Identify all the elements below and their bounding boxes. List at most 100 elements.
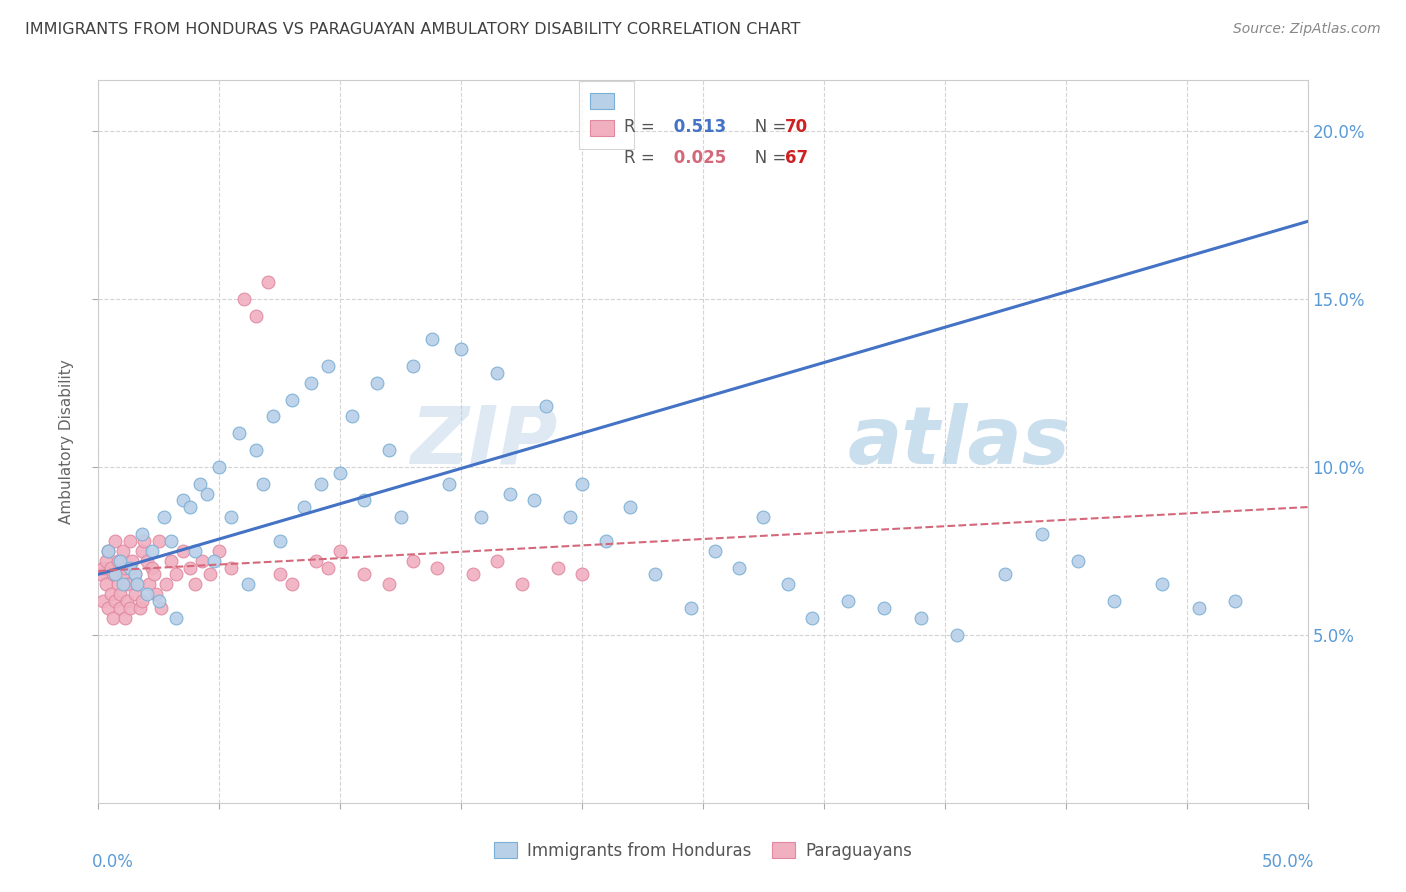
Point <box>172 543 194 558</box>
Point <box>366 376 388 390</box>
Point <box>117 577 139 591</box>
Point <box>316 359 339 373</box>
Point <box>309 476 332 491</box>
Point <box>118 560 141 574</box>
Point <box>131 527 153 541</box>
Point <box>1067 554 1090 568</box>
Point <box>104 594 127 608</box>
Point <box>148 594 170 608</box>
Point <box>165 611 187 625</box>
Point <box>353 493 375 508</box>
Point <box>131 594 153 608</box>
Point <box>124 587 146 601</box>
Text: IMMIGRANTS FROM HONDURAS VS PARAGUAYAN AMBULATORY DISABILITY CORRELATION CHART: IMMIGRANTS FROM HONDURAS VS PARAGUAYAN A… <box>25 22 800 37</box>
Point <box>107 577 129 591</box>
Point <box>619 500 641 514</box>
Point <box>221 510 243 524</box>
Point <box>191 554 214 568</box>
Point <box>145 587 167 601</box>
Text: 0.025: 0.025 <box>668 149 727 167</box>
Point <box>450 342 472 356</box>
Point <box>184 543 207 558</box>
Point <box>752 510 775 524</box>
Text: N =: N = <box>738 118 792 136</box>
Text: 50.0%: 50.0% <box>1261 854 1313 871</box>
Point <box>195 486 218 500</box>
Point <box>498 486 520 500</box>
Point <box>946 628 969 642</box>
Point <box>148 533 170 548</box>
Point <box>571 567 593 582</box>
Point <box>463 567 485 582</box>
Point <box>208 459 231 474</box>
Point <box>402 359 425 373</box>
Point <box>204 554 226 568</box>
Point <box>165 567 187 582</box>
Point <box>679 600 702 615</box>
Point <box>704 543 727 558</box>
Point <box>108 587 131 601</box>
Point <box>121 554 143 568</box>
Point <box>97 543 120 558</box>
Point <box>111 543 134 558</box>
Point <box>262 409 284 424</box>
Point <box>377 442 399 457</box>
Point <box>353 567 375 582</box>
Point <box>245 309 267 323</box>
Point <box>305 554 328 568</box>
Point <box>1152 577 1174 591</box>
Point <box>94 554 117 568</box>
Point <box>155 577 177 591</box>
Point <box>118 600 141 615</box>
Point <box>141 543 163 558</box>
Point <box>91 594 114 608</box>
Point <box>1031 527 1053 541</box>
Point <box>101 567 124 582</box>
Point <box>1102 594 1125 608</box>
Text: 0.0%: 0.0% <box>93 854 134 871</box>
Point <box>256 275 278 289</box>
Point <box>238 577 260 591</box>
Point <box>111 577 134 591</box>
Point <box>124 567 146 582</box>
Point <box>420 332 443 346</box>
Point <box>316 560 339 574</box>
Point <box>118 533 141 548</box>
Point <box>558 510 581 524</box>
Point <box>107 554 129 568</box>
Point <box>776 577 799 591</box>
Point <box>97 543 120 558</box>
Point <box>135 587 157 601</box>
Point <box>994 567 1017 582</box>
Point <box>111 567 134 582</box>
Point <box>389 510 412 524</box>
Point <box>152 510 174 524</box>
Point <box>141 560 163 574</box>
Legend: Immigrants from Honduras, Paraguayans: Immigrants from Honduras, Paraguayans <box>488 836 918 867</box>
Point <box>160 554 183 568</box>
Text: ZIP: ZIP <box>411 402 558 481</box>
Point <box>873 600 896 615</box>
Point <box>97 600 120 615</box>
Point <box>100 560 122 574</box>
Point <box>329 467 352 481</box>
Point <box>1188 600 1211 615</box>
Text: atlas: atlas <box>848 402 1071 481</box>
Point <box>426 560 449 574</box>
Point <box>172 493 194 508</box>
Point <box>114 560 136 574</box>
Point <box>245 442 267 457</box>
Point <box>179 560 201 574</box>
Text: 0.513: 0.513 <box>668 118 727 136</box>
Point <box>104 567 127 582</box>
Point <box>281 392 304 407</box>
Point <box>134 533 156 548</box>
Point <box>470 510 492 524</box>
Text: N =: N = <box>738 149 792 167</box>
Point <box>1223 594 1246 608</box>
Point <box>402 554 425 568</box>
Point <box>90 567 112 582</box>
Point <box>228 426 250 441</box>
Text: Source: ZipAtlas.com: Source: ZipAtlas.com <box>1233 22 1381 37</box>
Point <box>486 366 509 380</box>
